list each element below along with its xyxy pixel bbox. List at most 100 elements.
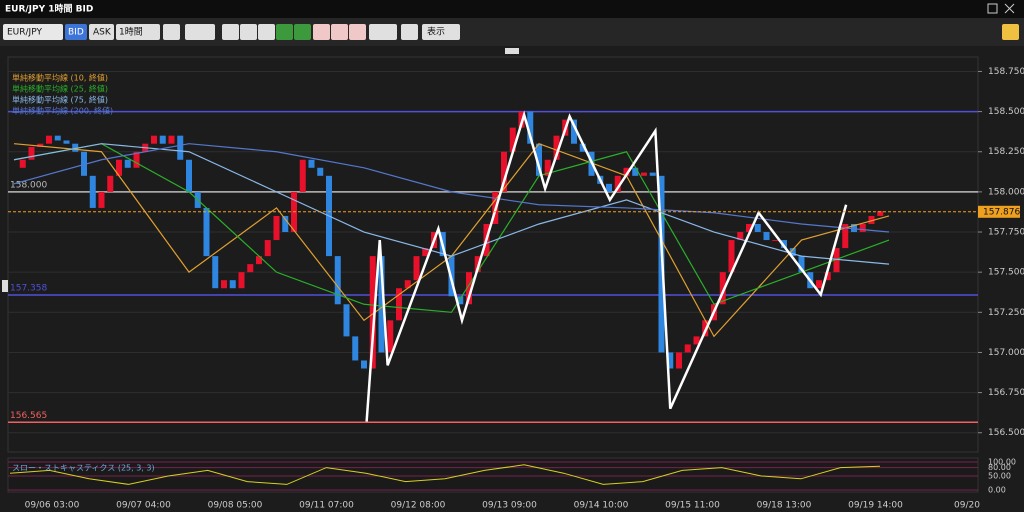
title-bar — [0, 0, 1024, 18]
settings-button[interactable] — [1002, 24, 1019, 40]
candle — [501, 151, 507, 192]
current-label: 157.876 — [983, 207, 1020, 217]
candle — [544, 159, 551, 176]
close-button[interactable] — [1004, 3, 1015, 14]
timeframe: 1時間 — [119, 27, 143, 38]
candle — [116, 159, 122, 176]
y-tick-label: 158.750 — [988, 67, 1024, 77]
stoch-tick-label: 50.00 — [988, 472, 1011, 481]
x-tick-label: 09/14 10:00 — [574, 501, 629, 511]
window-title: EUR/JPY 1時間 BID — [5, 3, 93, 15]
candle — [273, 215, 280, 241]
ma-line — [13, 143, 890, 313]
candle — [859, 223, 866, 233]
x-tick-label: 09/20 — [954, 501, 980, 511]
candle — [37, 143, 44, 147]
y-tick-label: 157.750 — [988, 228, 1024, 238]
candle — [789, 248, 796, 257]
ma-line — [13, 143, 890, 233]
draw-button[interactable] — [369, 24, 397, 40]
x-tick-label: 09/11 07:00 — [299, 501, 354, 511]
candle — [536, 143, 542, 176]
candle — [19, 159, 26, 168]
tool-button[interactable] — [313, 24, 330, 40]
chart-type-button[interactable] — [185, 24, 215, 40]
candle — [614, 175, 621, 192]
candle — [238, 272, 245, 289]
legend-entry: 単純移動平均線 (25, 終値) — [12, 84, 108, 94]
tool-button[interactable] — [349, 24, 366, 40]
candle — [746, 223, 752, 233]
current-box — [978, 205, 1020, 218]
y-tick-label: 157.500 — [988, 268, 1024, 278]
legend-entry: 単純移動平均線 (200, 終値) — [12, 106, 113, 116]
splitter[interactable] — [505, 48, 519, 54]
tool-button[interactable] — [163, 24, 180, 40]
candle — [579, 143, 586, 152]
maximize-button[interactable] — [987, 3, 998, 14]
stoch-title: スロー・ストキャスティクス (25, 3, 3) — [12, 464, 155, 473]
candle — [282, 215, 289, 233]
timeframe-select[interactable] — [116, 24, 160, 40]
zoom-out-button[interactable] — [240, 24, 257, 40]
zoom-in-button[interactable] — [222, 24, 239, 40]
candle — [89, 175, 96, 208]
view: 表示 — [427, 26, 445, 38]
y-tick-label: 156.750 — [988, 388, 1024, 398]
x-tick-label: 09/13 09:00 — [482, 501, 537, 511]
candle — [868, 215, 875, 224]
candle — [833, 248, 840, 273]
y-tick-label: 158.000 — [988, 187, 1024, 197]
candle — [509, 127, 516, 152]
candle — [229, 280, 236, 289]
bid-button[interactable] — [65, 24, 87, 40]
stoch-tick-label: 0.00 — [988, 486, 1006, 495]
candle — [632, 167, 639, 176]
candle — [54, 135, 61, 141]
tool-button[interactable] — [401, 24, 418, 40]
candle — [177, 135, 184, 160]
candle — [124, 159, 131, 168]
candle — [676, 352, 682, 369]
candle — [851, 223, 857, 233]
level-label: 158.000 — [10, 180, 47, 190]
symbol: EUR/JPY — [7, 28, 42, 38]
candle — [247, 264, 254, 273]
candle — [369, 256, 376, 369]
candle — [457, 296, 464, 305]
tool-button[interactable] — [331, 24, 348, 40]
candle — [72, 143, 79, 152]
stoch-line — [9, 464, 881, 485]
y-tick-label: 156.500 — [988, 428, 1024, 438]
y-tick-label: 158.500 — [988, 107, 1024, 117]
candle — [98, 191, 105, 208]
ask-button[interactable] — [89, 24, 114, 40]
candle — [133, 151, 140, 168]
candle — [334, 256, 341, 305]
side-handle[interactable] — [2, 280, 8, 292]
candle — [571, 119, 577, 144]
candle — [221, 280, 227, 289]
candle — [168, 135, 175, 144]
candle — [719, 272, 726, 305]
bid: BID — [68, 28, 84, 38]
zigzag-line — [365, 110, 848, 422]
legend-entry: 単純移動平均線 (10, 終値) — [12, 73, 108, 83]
tool-button[interactable] — [276, 24, 293, 40]
candle — [308, 159, 315, 168]
tool-button[interactable] — [258, 24, 275, 40]
candle — [264, 240, 271, 257]
candle — [466, 272, 472, 305]
candle — [824, 272, 831, 281]
view-button[interactable] — [422, 24, 460, 40]
tool-button[interactable] — [294, 24, 311, 40]
candle — [737, 232, 744, 241]
candle — [107, 175, 114, 192]
symbol-select[interactable] — [3, 24, 63, 40]
candle — [684, 344, 691, 353]
candle — [553, 135, 560, 160]
stoch-tick-label: 100.00 — [988, 458, 1016, 467]
candle — [754, 223, 761, 233]
x-tick-label: 09/06 03:00 — [25, 501, 80, 511]
